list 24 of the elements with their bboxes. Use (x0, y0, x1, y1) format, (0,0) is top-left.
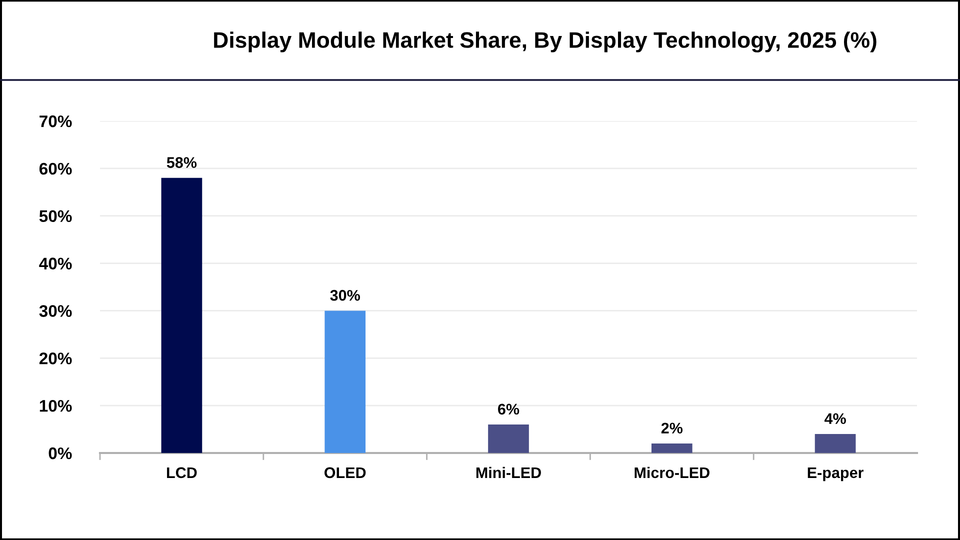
data-label: 30% (330, 290, 360, 301)
bar (651, 444, 692, 453)
data-label: 2% (661, 422, 683, 434)
y-tick-label: 50% (39, 210, 72, 222)
y-tick-label: 40% (39, 258, 72, 270)
y-tick-label: 60% (39, 162, 72, 175)
y-tick-label: 30% (39, 305, 72, 317)
x-tick-label: Mini-LED (476, 466, 541, 478)
x-tick-label: Micro-LED (634, 466, 710, 478)
x-tick-label: LCD (167, 467, 197, 478)
data-label: 4% (824, 413, 846, 424)
data-label: 58% (166, 157, 197, 168)
bar (814, 434, 856, 453)
y-tick-label: 20% (39, 352, 72, 364)
y-tick-label: 10% (40, 400, 72, 412)
bar (324, 310, 366, 453)
chart-title: Display Module Market Share, By Display Technology, 2025 (%) (214, 32, 876, 52)
y-tick-label: 0% (48, 447, 72, 460)
x-tick-label: E-paper (808, 467, 864, 482)
bar (161, 178, 202, 453)
x-tick-label: OLED (324, 467, 366, 478)
y-tick-label: 70% (40, 115, 72, 128)
data-label: 6% (498, 404, 520, 415)
bar (488, 424, 529, 453)
